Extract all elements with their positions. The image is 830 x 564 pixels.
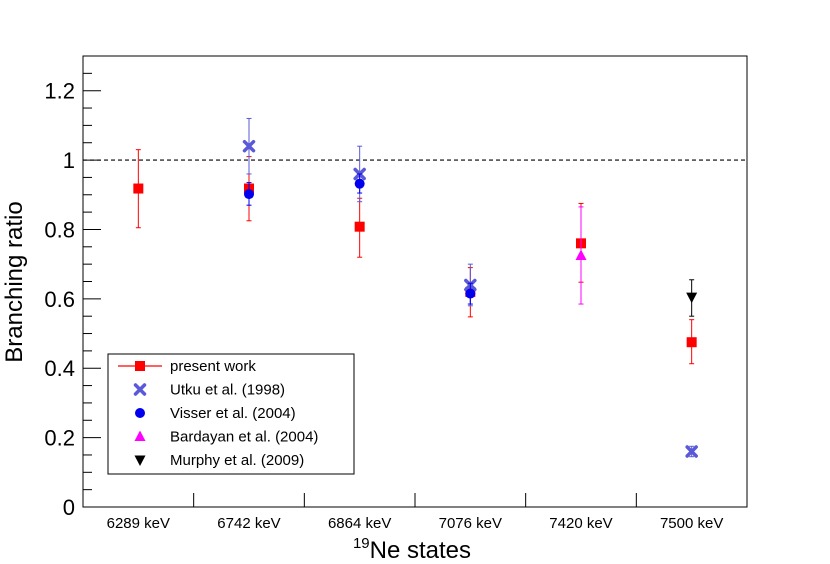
legend-marker: [135, 361, 145, 371]
y-tick-label: 0: [63, 495, 75, 520]
x-tick-label: 7076 keV: [439, 515, 502, 532]
legend-label: Utku et al. (1998): [170, 382, 285, 399]
x-tick-label: 6864 keV: [328, 515, 391, 532]
y-tick-label: 0.6: [44, 287, 75, 312]
y-tick-label: 1: [63, 148, 75, 173]
legend-marker: [135, 408, 145, 418]
x-tick-label: 6289 keV: [107, 515, 170, 532]
x-marker-stroke: [242, 139, 256, 153]
x-marker-stroke: [685, 445, 698, 458]
data-point: [354, 221, 365, 232]
legend-label: Bardayan et al. (2004): [170, 429, 318, 446]
y-tick-label: 0.8: [44, 217, 75, 242]
series-2: [244, 173, 476, 305]
x-axis-title-main: Ne states: [370, 537, 471, 564]
axes: 0 0.2 0.4 0.6 0.8 1 1.2 6289 keV 6742 keV 6864 ke…: [44, 55, 748, 532]
legend-label: Visser et al. (2004): [170, 405, 296, 422]
data-point: [242, 139, 256, 153]
data-point: [685, 445, 698, 458]
x-axis-title: 19Ne states: [353, 535, 471, 564]
data-point: [133, 183, 144, 194]
x-tick-label: 7420 keV: [549, 515, 612, 532]
legend-box: [107, 353, 355, 475]
x-tick-label: 6742 keV: [217, 515, 280, 532]
data-point: [354, 178, 365, 189]
x-axis-title-superscript: 19: [353, 535, 370, 552]
legend-marker: [134, 455, 146, 466]
legend-entry: Bardayan et al. (2004): [134, 429, 318, 446]
x-tick-label: 7500 keV: [660, 515, 723, 532]
data-marks: [133, 117, 698, 458]
data-point: [686, 292, 698, 304]
series-0: [133, 149, 697, 365]
x-marker-stroke: [133, 383, 147, 396]
legend: present work Utku et al. (1998) Visser et …: [107, 353, 355, 475]
legend-label: present work: [170, 358, 256, 375]
legend-label: Murphy et al. (2009): [170, 452, 304, 469]
y-tick-label: 0.4: [44, 356, 75, 381]
y-axis-title: Branching ratio: [1, 201, 28, 362]
legend-entry: Murphy et al. (2009): [134, 452, 304, 469]
data-point: [244, 189, 254, 200]
legend-marker: [133, 383, 147, 396]
series-3: [575, 206, 587, 305]
legend-marker: [134, 430, 146, 441]
data-point: [575, 249, 587, 260]
y-tick-label: 0.2: [44, 426, 75, 451]
y-tick-label: 1.2: [44, 79, 75, 104]
data-point: [686, 337, 697, 348]
legend-entry: present work: [118, 358, 256, 375]
legend-entry: Visser et al. (2004): [135, 405, 296, 422]
legend-entry: Utku et al. (1998): [133, 382, 285, 399]
series-4: [686, 279, 698, 317]
data-point: [465, 288, 476, 299]
